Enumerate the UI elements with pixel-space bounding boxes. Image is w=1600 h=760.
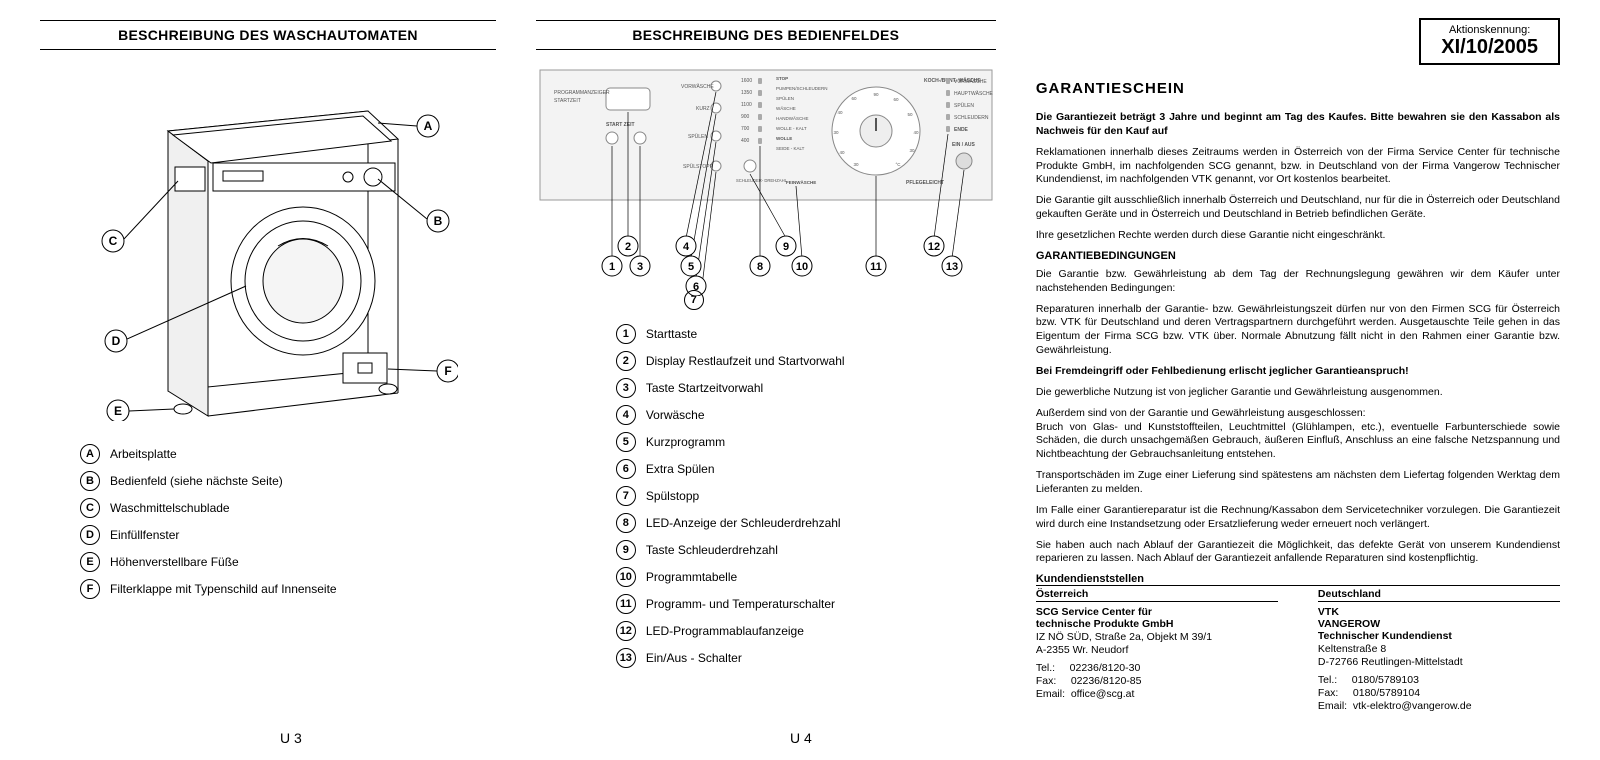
svg-text:SCHLEUDERN: SCHLEUDERN xyxy=(954,115,989,121)
svg-text:VORWÄSCHE: VORWÄSCHE xyxy=(954,78,987,85)
left-column: BESCHREIBUNG DES WASCHAUTOMATEN xyxy=(40,20,496,740)
svg-text:SPÜLEN: SPÜLEN xyxy=(688,133,708,140)
svg-text:PROGRAMMANZEIGER: PROGRAMMANZEIGER xyxy=(554,90,610,96)
intro-bold: Die Garantiezeit beträgt 3 Jahre und beg… xyxy=(1036,111,1560,139)
svg-text:3: 3 xyxy=(637,261,643,273)
svg-text:SEIDE - KALT: SEIDE - KALT xyxy=(776,146,805,151)
svg-text:START ZEIT: START ZEIT xyxy=(606,122,635,128)
svg-text:11: 11 xyxy=(870,261,882,273)
svg-text:FEINWÄSCHE: FEINWÄSCHE xyxy=(786,179,816,185)
svg-text:1350: 1350 xyxy=(741,90,752,96)
legend-c: Waschmittelschublade xyxy=(110,501,230,515)
left-title-rule: BESCHREIBUNG DES WASCHAUTOMATEN xyxy=(40,20,496,50)
page-num-mid: U 4 xyxy=(790,730,812,746)
mid-legend: 1Starttaste 2Display Restlaufzeit und St… xyxy=(536,324,996,668)
svg-text:WOLLE - KALT: WOLLE - KALT xyxy=(776,126,807,131)
aktionskennung-box: Aktionskennung: XI/10/2005 xyxy=(1419,18,1560,65)
svg-text:400: 400 xyxy=(741,138,750,144)
svg-text:4: 4 xyxy=(683,241,690,253)
svg-text:B: B xyxy=(434,214,443,228)
right-column: GARANTIESCHEIN Die Garantiezeit beträgt … xyxy=(1036,20,1560,740)
mid-title-rule: BESCHREIBUNG DES BEDIENFELDES xyxy=(536,20,996,50)
svg-text:HAUPTWÄSCHE: HAUPTWÄSCHE xyxy=(954,90,994,97)
svg-text:EIN / AUS: EIN / AUS xyxy=(952,142,976,148)
svg-text:12: 12 xyxy=(928,241,940,253)
svg-text:40: 40 xyxy=(837,110,843,115)
svg-text:HANDWÄSCHE: HANDWÄSCHE xyxy=(776,115,809,121)
svg-text:F: F xyxy=(444,364,451,378)
svg-text:30: 30 xyxy=(833,130,839,135)
svg-text:KURZ: KURZ xyxy=(696,106,710,112)
legend-e: Höhenverstellbare Füße xyxy=(110,555,239,569)
svg-text:90: 90 xyxy=(873,92,879,97)
svg-text:SPÜLEN: SPÜLEN xyxy=(954,102,974,109)
svg-text:°C: °C xyxy=(895,162,901,167)
kd-germany: Deutschland VTK VANGEROW Technischer Kun… xyxy=(1318,588,1560,712)
svg-text:PFLEGELEICHT: PFLEGELEICHT xyxy=(906,180,944,186)
svg-text:ENDE: ENDE xyxy=(954,127,969,133)
legend-b: Bedienfeld (siehe nächste Seite) xyxy=(110,474,283,488)
svg-text:5: 5 xyxy=(688,261,694,273)
left-title: BESCHREIBUNG DES WASCHAUTOMATEN xyxy=(40,27,496,43)
svg-text:PUMPEN/SCHLEUDERN: PUMPEN/SCHLEUDERN xyxy=(776,86,828,91)
svg-text:40: 40 xyxy=(839,150,845,155)
svg-text:8: 8 xyxy=(757,261,763,273)
svg-text:60: 60 xyxy=(851,96,857,101)
svg-text:900: 900 xyxy=(741,114,750,120)
page-num-left: U 3 xyxy=(280,730,302,746)
svg-text:30: 30 xyxy=(909,148,915,153)
svg-text:40: 40 xyxy=(913,130,919,135)
svg-text:700: 700 xyxy=(741,126,750,132)
svg-text:60: 60 xyxy=(893,97,899,102)
svg-text:E: E xyxy=(114,404,122,418)
svg-text:10: 10 xyxy=(796,261,808,273)
svg-text:D: D xyxy=(112,334,121,348)
svg-text:50: 50 xyxy=(907,112,913,117)
svg-text:VORWÄSCHE: VORWÄSCHE xyxy=(681,83,714,90)
svg-text:1100: 1100 xyxy=(741,102,752,108)
legend-a: Arbeitsplatte xyxy=(110,447,177,461)
garantie-title: GARANTIESCHEIN xyxy=(1036,80,1560,97)
svg-text:C: C xyxy=(109,234,118,248)
mid-title: BESCHREIBUNG DES BEDIENFELDES xyxy=(536,27,996,43)
svg-text:1600: 1600 xyxy=(741,78,752,84)
svg-text:30: 30 xyxy=(853,162,859,167)
svg-text:A: A xyxy=(424,119,433,133)
svg-text:13: 13 xyxy=(946,261,958,273)
svg-text:SCHLEUDER- DREHZAHL: SCHLEUDER- DREHZAHL xyxy=(736,178,788,183)
legend-f: Filterklappe mit Typenschild auf Innense… xyxy=(110,582,337,596)
svg-text:2: 2 xyxy=(625,241,631,253)
svg-text:STOP: STOP xyxy=(776,76,788,81)
control-panel-diagram: PROGRAMMANZEIGER STARTZEIT START ZEIT VO… xyxy=(536,66,996,296)
svg-text:9: 9 xyxy=(783,241,789,253)
kd-austria: Österreich SCG Service Center für techni… xyxy=(1036,588,1278,712)
svg-text:1: 1 xyxy=(609,261,615,273)
kd-columns: Österreich SCG Service Center für techni… xyxy=(1036,588,1560,712)
svg-text:STARTZEIT: STARTZEIT xyxy=(554,98,581,104)
svg-text:WÄSCHE: WÄSCHE xyxy=(776,105,796,111)
svg-text:SPÜLSTOPP: SPÜLSTOPP xyxy=(683,163,714,170)
mid-column: BESCHREIBUNG DES BEDIENFELDES PROGRAMMAN… xyxy=(536,20,996,740)
left-legend: AArbeitsplatte BBedienfeld (siehe nächst… xyxy=(40,444,496,599)
machine-diagram: A B C D E F xyxy=(40,66,496,426)
legend-d: Einfüllfenster xyxy=(110,528,179,542)
svg-text:SPÜLEN: SPÜLEN xyxy=(776,95,794,101)
svg-text:WOLLE: WOLLE xyxy=(776,136,792,141)
gb-title: GARANTIEBEDINGUNGEN xyxy=(1036,250,1560,262)
kd-title: Kundendienststellen xyxy=(1036,573,1560,586)
